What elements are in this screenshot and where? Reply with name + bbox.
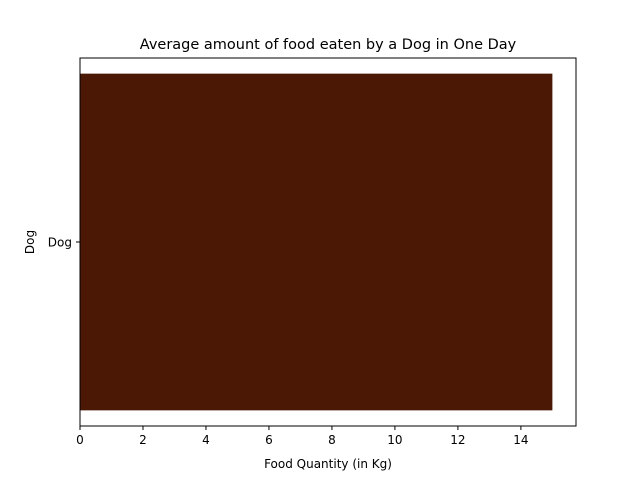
x-tick-label: 10 <box>387 433 402 447</box>
y-axis-label: Dog <box>23 230 37 254</box>
bar-dog <box>80 73 553 411</box>
x-tick-label: 2 <box>139 433 147 447</box>
x-tick-label: 0 <box>76 433 84 447</box>
x-tick-label: 14 <box>513 433 528 447</box>
x-axis-ticks: 0 2 4 6 8 10 12 14 <box>76 426 529 447</box>
x-tick-label: 6 <box>265 433 273 447</box>
y-tick-label: Dog <box>48 236 72 250</box>
y-axis-ticks: Dog <box>48 236 80 250</box>
bars-group <box>80 73 553 411</box>
x-tick-label: 4 <box>202 433 210 447</box>
x-axis-label: Food Quantity (in Kg) <box>264 457 392 471</box>
x-tick-label: 8 <box>328 433 336 447</box>
x-tick-label: 12 <box>450 433 465 447</box>
chart-title: Average amount of food eaten by a Dog in… <box>140 37 517 53</box>
